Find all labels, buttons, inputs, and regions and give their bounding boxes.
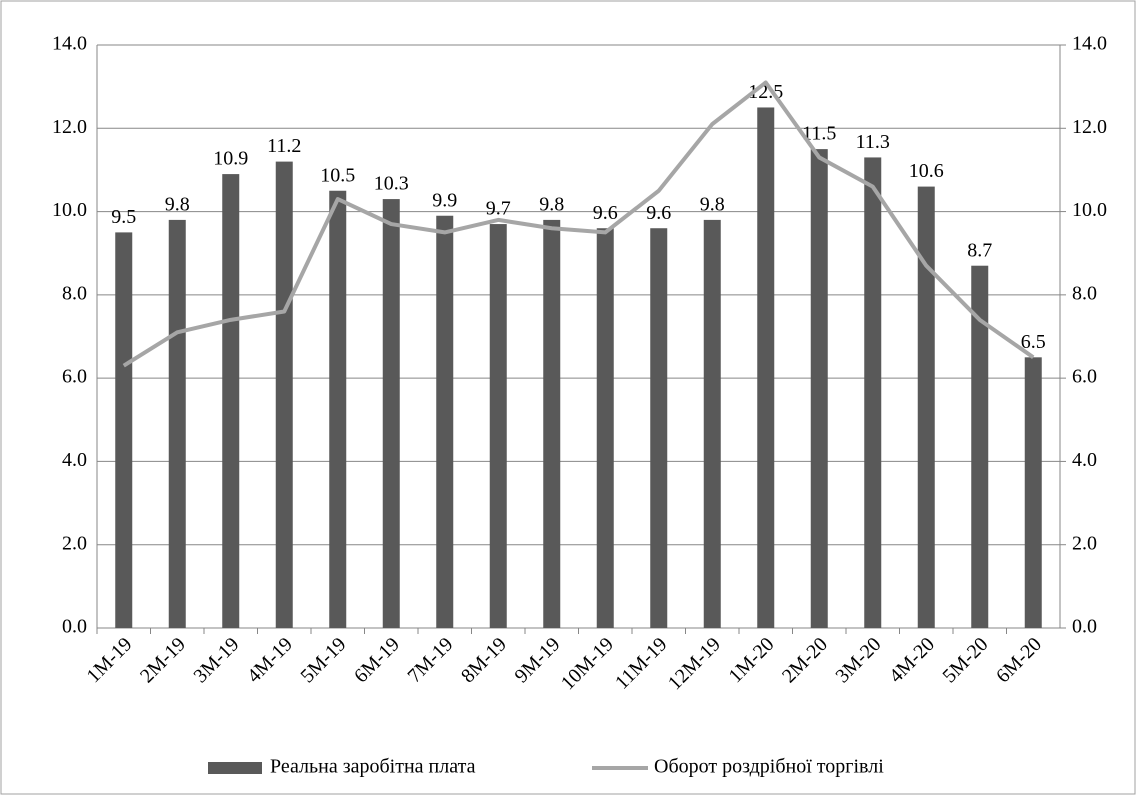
data-label: 9.6: [593, 202, 618, 224]
bar: [650, 228, 668, 628]
bar: [596, 228, 614, 628]
data-label: 11.5: [802, 123, 836, 145]
data-label: 9.5: [111, 206, 136, 228]
legend-label: Оборот роздрібної торгівлі: [654, 756, 884, 778]
data-label: 9.6: [646, 202, 671, 224]
y-tick-label: 10.0: [52, 199, 87, 221]
y-tick-label: 12.0: [52, 116, 87, 138]
y-tick-label: 2.0: [62, 532, 87, 554]
data-label: 10.3: [374, 173, 409, 195]
y-tick-label: 0.0: [62, 616, 87, 638]
data-label: 9.8: [539, 193, 564, 215]
data-label: 6.5: [1021, 331, 1046, 353]
legend-swatch: [208, 762, 262, 774]
data-label: 10.5: [320, 164, 355, 186]
bar: [168, 219, 186, 628]
y-tick-label: 14.0: [52, 33, 87, 55]
data-label: 9.7: [486, 198, 511, 220]
data-label: 10.9: [213, 148, 248, 170]
y2-tick-label: 8.0: [1072, 282, 1097, 304]
data-label: 9.9: [432, 189, 457, 211]
bar: [757, 107, 775, 628]
y2-tick-label: 12.0: [1072, 116, 1107, 138]
y2-tick-label: 6.0: [1072, 366, 1097, 388]
bar: [489, 224, 507, 629]
y2-tick-label: 10.0: [1072, 199, 1107, 221]
y-tick-label: 8.0: [62, 282, 87, 304]
y2-tick-label: 14.0: [1072, 33, 1107, 55]
bar: [436, 215, 454, 628]
bar: [1024, 357, 1042, 628]
line-series: [122, 80, 1035, 368]
data-label: 8.7: [967, 239, 992, 261]
y2-tick-label: 4.0: [1072, 449, 1097, 471]
bar: [971, 265, 989, 628]
data-label: 11.3: [856, 131, 890, 153]
bar: [810, 149, 828, 628]
bar: [864, 157, 882, 628]
y-tick-label: 4.0: [62, 449, 87, 471]
bar: [222, 174, 240, 629]
bar: [329, 190, 347, 628]
data-label: 10.6: [909, 160, 944, 182]
bar: [275, 161, 293, 628]
y2-tick-label: 2.0: [1072, 532, 1097, 554]
data-label: 9.8: [165, 193, 190, 215]
y2-tick-label: 0.0: [1072, 616, 1097, 638]
bar: [115, 232, 133, 628]
data-label: 11.2: [267, 135, 301, 157]
bar: [917, 186, 935, 629]
bar: [703, 219, 721, 628]
y-tick-label: 6.0: [62, 366, 87, 388]
bar: [543, 219, 561, 628]
data-label: 9.8: [700, 193, 725, 215]
bar: [382, 199, 400, 629]
legend-label: Реальна заробітна плата: [270, 756, 476, 778]
